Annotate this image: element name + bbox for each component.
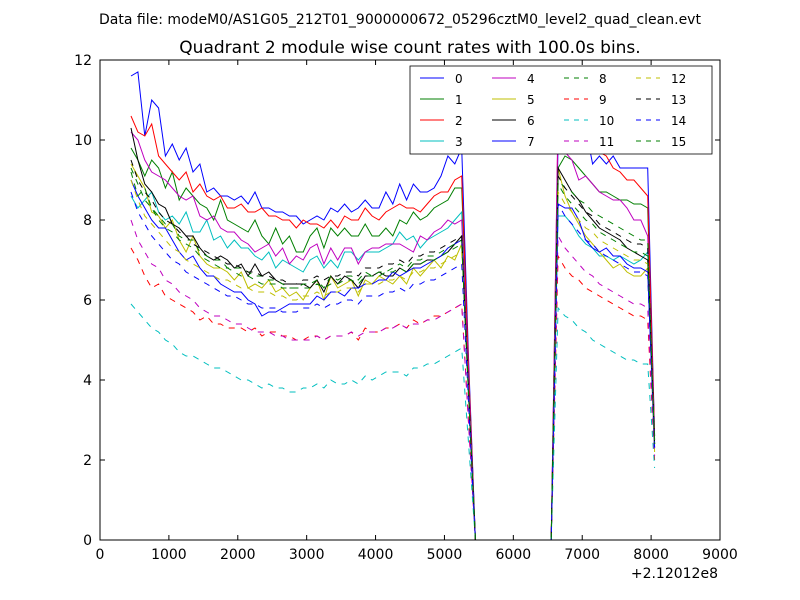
series-1-line: [130, 147, 656, 541]
series-6-line: [130, 127, 656, 541]
legend-label-14: 14: [671, 114, 686, 128]
legend-label-15: 15: [671, 135, 686, 149]
x-tick-label: 9000: [702, 547, 738, 563]
legend-label-5: 5: [527, 93, 535, 107]
legend-label-8: 8: [599, 72, 607, 86]
legend-label-13: 13: [671, 93, 686, 107]
legend-label-4: 4: [527, 72, 535, 86]
x-tick-label: 3000: [289, 547, 325, 563]
legend-label-6: 6: [527, 114, 535, 128]
series-4-line: [130, 111, 656, 541]
y-tick-label: 4: [83, 373, 92, 389]
legend-label-2: 2: [455, 114, 463, 128]
series-9-line: [130, 247, 656, 541]
x-tick-label: 0: [96, 547, 105, 563]
series-layer: [130, 67, 656, 541]
x-tick-label: 2000: [220, 547, 256, 563]
legend-label-9: 9: [599, 93, 607, 107]
series-13-line: [130, 159, 656, 541]
x-axis-offset-label: +2.12012e8: [631, 566, 718, 582]
series-10-line: [130, 303, 656, 541]
series-5-line: [130, 163, 656, 541]
y-tick-label: 10: [74, 133, 92, 149]
legend-frame: [409, 65, 713, 155]
series-11-line: [130, 219, 656, 541]
legend-label-11: 11: [599, 135, 614, 149]
y-tick-label: 6: [83, 293, 92, 309]
series-15-line: [130, 167, 656, 541]
x-tick-label: 7000: [564, 547, 600, 563]
x-tick-label: 8000: [633, 547, 669, 563]
plot-area: 0 1000 2000 3000 4000 5000 6000 7000 8000 9000 0 2 4…: [74, 53, 738, 563]
series-8-line: [130, 171, 656, 541]
y-tick-label: 0: [83, 533, 92, 549]
x-tick-label: 6000: [496, 547, 532, 563]
y-tick-label: 2: [83, 453, 92, 469]
x-tick-label: 1000: [151, 547, 187, 563]
series-12-line: [130, 179, 656, 541]
legend-label-3: 3: [455, 135, 463, 149]
x-tick-label: 5000: [427, 547, 463, 563]
y-tick-label: 8: [83, 213, 92, 229]
ticks-layer: 0 1000 2000 3000 4000 5000 6000 7000 8000 9000 0 2 4…: [74, 53, 738, 563]
legend-label-1: 1: [455, 93, 463, 107]
x-tick-label: 4000: [358, 547, 394, 563]
series-14-line: [130, 191, 656, 541]
figure-suptitle: Data file: modeM0/AS1G05_212T01_90000006…: [99, 12, 701, 28]
legend-label-10: 10: [599, 114, 614, 128]
y-tick-label: 12: [74, 53, 92, 69]
legend-label-7: 7: [527, 135, 535, 149]
legend-label-0: 0: [455, 72, 463, 86]
legend-label-12: 12: [671, 72, 686, 86]
chart-title: Quadrant 2 module wise count rates with …: [179, 38, 640, 58]
